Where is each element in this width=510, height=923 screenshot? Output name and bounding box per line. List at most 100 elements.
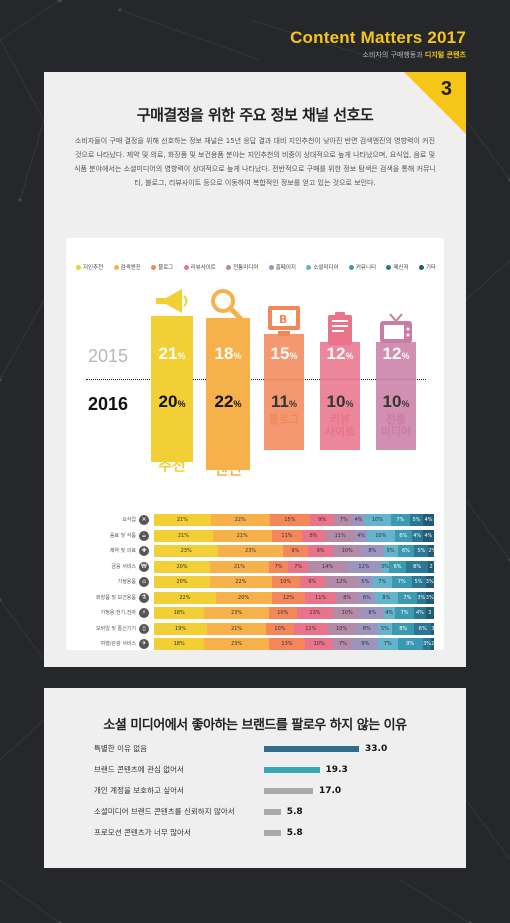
bar-segment: 23%: [204, 607, 269, 619]
reason-label: 소셜미디어 브랜드 콘텐츠를 신뢰하지 않아서: [94, 807, 235, 816]
reason-value: 19.3: [325, 765, 348, 775]
bar-segment: 22%: [210, 514, 270, 526]
home-icon: ⌂: [139, 577, 149, 587]
legend-label: 검색엔진: [120, 265, 141, 271]
bar-segment: 11%: [271, 529, 303, 542]
legend-label: 리뷰사이트: [190, 265, 216, 271]
value-2015-label: 12%: [326, 344, 354, 363]
won-icon: ₩: [139, 561, 149, 572]
reason-bar: [264, 830, 281, 836]
reason-bar: [264, 767, 320, 773]
industry-label: 금융 서비스: [111, 563, 136, 570]
legend-dot: [151, 264, 157, 270]
megaphone-icon: [152, 286, 192, 320]
bar-segment: 3%: [380, 560, 390, 573]
industry-label: 요식업: [122, 517, 136, 523]
legend-item: 리뷰사이트: [183, 263, 216, 271]
legend-dot: [76, 264, 81, 270]
bar-segment: 2: [428, 560, 434, 573]
section-title: 구매결정을 위한 주요 정보 채널 선호도: [136, 106, 374, 124]
reason-row: 브랜드 콘텐츠에 관심 없어서 19.3: [94, 763, 434, 777]
bar-segment: 21%: [210, 560, 269, 573]
bar-segment: 7%: [377, 638, 398, 650]
bar-segment: 8%: [361, 545, 384, 557]
bar-segment: 4%: [411, 529, 423, 542]
bar-segment: 7%: [334, 514, 354, 526]
bar-segment: 13%: [268, 638, 306, 650]
legend-label: 블로그: [158, 265, 174, 271]
section-corner-marker: [404, 72, 466, 134]
bar-segment: 7%: [268, 560, 289, 573]
bar-segment: 4%: [423, 514, 434, 526]
bar-segment: 12%: [324, 576, 359, 588]
bar-segment: 2%: [428, 545, 434, 557]
bar-segment: 4%: [414, 607, 426, 619]
bar-segment: 5%: [414, 545, 429, 557]
legend-dot: [348, 264, 354, 270]
bar-segment: 6%: [397, 545, 415, 557]
bar-segment: 10%: [327, 622, 356, 635]
bar-segment: 4%: [355, 529, 367, 542]
stacked-bar: 18% 23% 10% 13% 10% 8% 4% 7% 4% 3: [154, 607, 434, 619]
bar-segment: 12%: [347, 560, 381, 573]
bar-segment: 8%: [335, 591, 359, 604]
reason-row: 프로모션 콘텐츠가 너무 많아서 5.8: [94, 826, 434, 840]
bar-segment: 3%: [417, 591, 426, 604]
bar-segment: 3: [431, 622, 434, 635]
industry-row: 여행/관광 서비스 ✈ 18% 23% 13% 10% 7% 9% 7% 9% 3% 2: [66, 638, 444, 650]
bar-segment: 7%: [391, 576, 412, 588]
bar-segment: 22%: [154, 591, 216, 604]
bar-segment: 9%: [299, 576, 325, 588]
channel-column: 18% 22%: [206, 318, 250, 470]
bar-segment: 9%: [310, 514, 335, 526]
legend-dot: [183, 264, 189, 270]
bar-segment: 6%: [389, 560, 406, 573]
value-2016-label: 10%: [382, 392, 410, 411]
brand-subtitle: 소비자의 구매행동과 디지털 콘텐츠: [290, 50, 467, 60]
reason-row: 소셜미디어 브랜드 콘텐츠를 신뢰하지 않아서 5.8: [94, 805, 434, 819]
bar-segment: 5%: [358, 576, 373, 588]
channel-label: 블로그: [268, 413, 300, 426]
channel-label: 지인 추천: [158, 439, 186, 474]
bar-segment: 6%: [394, 529, 412, 542]
reason-value: 17.0: [318, 786, 342, 796]
stacked-bar: 22% 20% 12% 11% 8% 6% 8% 7% 3% 3%: [154, 591, 434, 604]
bar-segment: 23%: [218, 545, 283, 557]
magnifier-icon: [208, 288, 248, 326]
bar-segment: 10%: [363, 514, 391, 526]
channel-preference-card: 3 구매결정을 위한 주요 정보 채널 선호도 소비자들이 구매 결정을 위해 …: [44, 72, 466, 667]
bar-segment: 7%: [390, 514, 410, 526]
legend-label: 메신저: [393, 265, 409, 271]
channel-label: 리뷰 사이트: [324, 413, 356, 439]
legend-item: 기타: [418, 263, 436, 271]
plug-icon: ⚡: [139, 608, 149, 618]
brand-title: Content Matters 2017: [290, 28, 466, 47]
industry-row: 가정용품 ⌂ 20% 22% 10% 9% 12% 5% 7% 7% 5% 3%: [66, 576, 444, 588]
industry-label: 음료 및 식품: [109, 532, 136, 539]
reason-label: 특별한 이유 없음: [94, 744, 148, 753]
reason-bar: [264, 809, 281, 815]
bar-segment: 21%: [207, 622, 266, 635]
reason-label: 브랜드 콘텐츠에 관심 없어서: [94, 765, 184, 774]
unfollow-reasons-card: 소셜 미디어에서 좋아하는 브랜드를 팔로우 하지 않는 이유 특별한 이유 없…: [44, 688, 466, 868]
stacked-bar: 20% 21% 7% 7% 14% 12% 3% 6% 8% 2: [154, 560, 434, 573]
reason-label: 개인 계정을 보호하고 싶어서: [94, 786, 184, 795]
legend-label: 커뮤니티: [355, 265, 377, 271]
section-description: 소비자들이 구매 결정을 위해 선호하는 정보 채널은 15년 응답 결과 대비…: [74, 137, 436, 187]
cross-icon: ✚: [139, 546, 149, 556]
bar-segment: 11%: [305, 591, 336, 604]
bar-segment: 5%: [409, 514, 424, 526]
year-2015-label: 2015: [88, 346, 129, 366]
bar-segment: 9%: [352, 638, 378, 650]
bar-segment: 20%: [215, 591, 272, 604]
legend-item: 검색엔진: [113, 263, 141, 271]
industry-row: 모바일 및 통신기기 ▯ 19% 21% 10% 12% 10% 8% 5% 8% 6% 3: [66, 622, 444, 635]
bar-segment: 11%: [324, 529, 356, 542]
bar-segment: 4%: [422, 529, 434, 542]
bar-segment: 21%: [154, 514, 211, 526]
bar-segment: 9%: [397, 638, 423, 650]
year-divider-line: [86, 379, 426, 380]
stacked-bar: 23%23%9%9%10%8%5%6%5%2%: [154, 545, 434, 557]
monitor-icon: B: [264, 304, 304, 342]
brand-sub-prefix: 소비자의 구매행동과: [362, 51, 423, 59]
